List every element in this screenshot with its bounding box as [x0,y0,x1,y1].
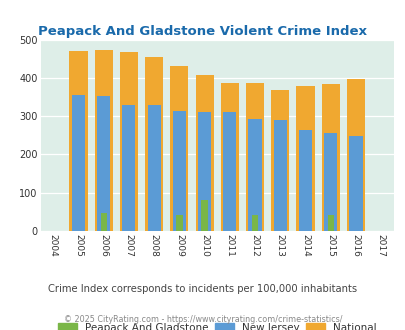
Bar [346,79,364,231]
Text: Peapack And Gladstone Violent Crime Index: Peapack And Gladstone Violent Crime Inde… [38,25,367,38]
Bar [223,112,236,231]
Bar [122,105,135,231]
Bar [245,83,264,231]
Bar [198,112,211,231]
Bar [195,75,213,231]
Bar [321,84,339,231]
Bar [271,90,289,231]
Text: © 2025 CityRating.com - https://www.cityrating.com/crime-statistics/: © 2025 CityRating.com - https://www.city… [64,315,341,324]
Bar [72,95,85,231]
Text: Crime Index corresponds to incidents per 100,000 inhabitants: Crime Index corresponds to incidents per… [48,284,357,294]
Bar [296,86,314,231]
Bar [119,52,138,231]
Bar [298,130,311,231]
Bar [173,111,185,231]
Bar [201,200,207,231]
Legend: Peapack And Gladstone, New Jersey, National: Peapack And Gladstone, New Jersey, Natio… [56,320,377,330]
Bar [145,57,163,231]
Bar [323,133,337,231]
Bar [248,119,261,231]
Bar [69,51,87,231]
Bar [176,214,182,231]
Bar [251,214,258,231]
Bar [273,120,286,231]
Bar [170,66,188,231]
Bar [147,105,160,231]
Bar [100,213,107,231]
Bar [327,214,333,231]
Bar [97,96,110,231]
Bar [220,83,238,231]
Bar [94,50,113,231]
Bar [349,136,362,231]
